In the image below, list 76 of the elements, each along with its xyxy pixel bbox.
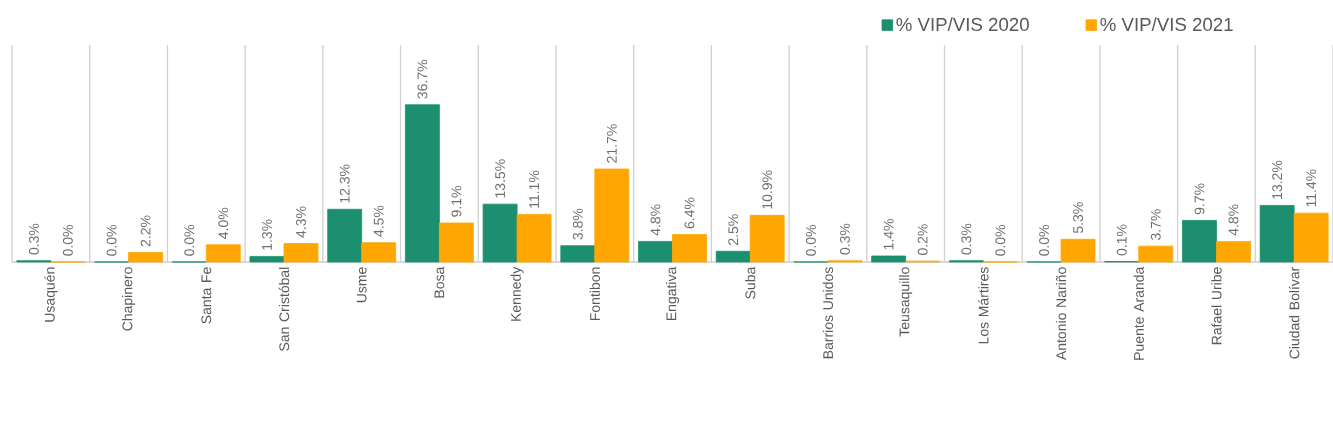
bar xyxy=(1138,245,1174,263)
x-tick-label: Chapinero xyxy=(122,267,136,331)
data-label: 0.2% xyxy=(917,224,928,255)
bar xyxy=(715,250,751,263)
x-tick-label: Teusaquillo xyxy=(899,267,913,337)
data-label: 0.0% xyxy=(995,224,1006,256)
x-tick-label: Ciudad Bolívar xyxy=(1288,266,1300,359)
data-label: 36.7% xyxy=(417,59,428,99)
data-label: 10.9% xyxy=(762,170,773,209)
data-label: 13.2% xyxy=(1272,160,1283,199)
data-label: 9.7% xyxy=(1194,183,1205,215)
data-label: 3.8% xyxy=(572,208,583,240)
data-label: 2.2% xyxy=(140,215,151,247)
data-label: 0.0% xyxy=(106,224,117,256)
bar xyxy=(404,104,440,263)
bar xyxy=(439,222,474,263)
data-label: 0.0% xyxy=(184,224,195,256)
data-label: 4.5% xyxy=(373,205,384,237)
bar xyxy=(749,214,785,263)
data-label: 11.4% xyxy=(1306,169,1317,207)
bar xyxy=(560,245,596,263)
data-label: 0.0% xyxy=(62,224,73,256)
data-label: 9.1% xyxy=(451,186,462,217)
bar xyxy=(1259,205,1295,263)
data-label: 0.3% xyxy=(839,223,850,255)
x-tick-label: Usme xyxy=(356,267,367,303)
bar xyxy=(1216,241,1251,263)
bar xyxy=(205,244,241,263)
legend-label: % VIP/VIS 2021 xyxy=(1100,17,1233,32)
data-label: 4.8% xyxy=(1228,204,1239,236)
x-tick-label: Los Mártires xyxy=(978,267,989,344)
data-label: 0.0% xyxy=(1039,224,1049,256)
data-label: 2.5% xyxy=(728,214,739,245)
bar xyxy=(871,255,907,263)
x-tick-label: Antonio Nariño xyxy=(1055,267,1067,361)
data-label: 3.7% xyxy=(1150,209,1161,241)
data-label: 4.0% xyxy=(218,207,229,239)
x-tick-label: Usaquén xyxy=(44,267,58,322)
data-label: 0.3% xyxy=(961,223,972,255)
bar xyxy=(638,241,673,263)
data-label: 1.4% xyxy=(883,218,894,250)
bar xyxy=(128,252,163,263)
bar xyxy=(361,242,397,263)
bar xyxy=(1182,220,1217,263)
x-tick-label: Suba xyxy=(745,266,756,299)
data-label: 1.3% xyxy=(262,219,272,250)
bar xyxy=(672,234,707,263)
x-tick-label: San Cristóbal xyxy=(278,267,290,351)
data-label: 4.3% xyxy=(296,206,306,238)
data-label: 13.5% xyxy=(495,159,506,198)
data-label: 12.3% xyxy=(339,164,350,203)
data-label: 0.1% xyxy=(1116,224,1127,256)
x-tick-label: Engativa xyxy=(665,266,680,321)
bar xyxy=(594,168,630,263)
bar xyxy=(1293,212,1329,263)
data-label: 4.8% xyxy=(650,204,661,236)
bar xyxy=(327,208,363,263)
x-tick-label: Barrios Unidos xyxy=(822,267,834,359)
x-tick-label: Fontibon xyxy=(589,267,600,321)
data-label: 0.0% xyxy=(805,224,816,256)
data-label: 21.7% xyxy=(606,124,617,163)
bar xyxy=(283,243,319,263)
x-tick-label: Puente Aranda xyxy=(1133,266,1144,360)
bar xyxy=(249,256,285,263)
bar xyxy=(1060,238,1096,263)
data-label: 11.1% xyxy=(529,170,539,208)
bar xyxy=(482,203,518,263)
x-tick-label: Bosa xyxy=(434,266,445,298)
bar xyxy=(516,214,552,263)
x-tick-label: Rafael Uribe xyxy=(1211,267,1222,345)
x-tick-label: Kennedy xyxy=(510,266,524,321)
data-label: 0.3% xyxy=(28,223,39,255)
x-tick-label: Santa Fe xyxy=(201,267,212,324)
data-label: 5.3% xyxy=(1073,202,1083,234)
legend-label: % VIP/VIS 2020 xyxy=(896,17,1029,32)
data-label: 6.4% xyxy=(684,197,695,229)
